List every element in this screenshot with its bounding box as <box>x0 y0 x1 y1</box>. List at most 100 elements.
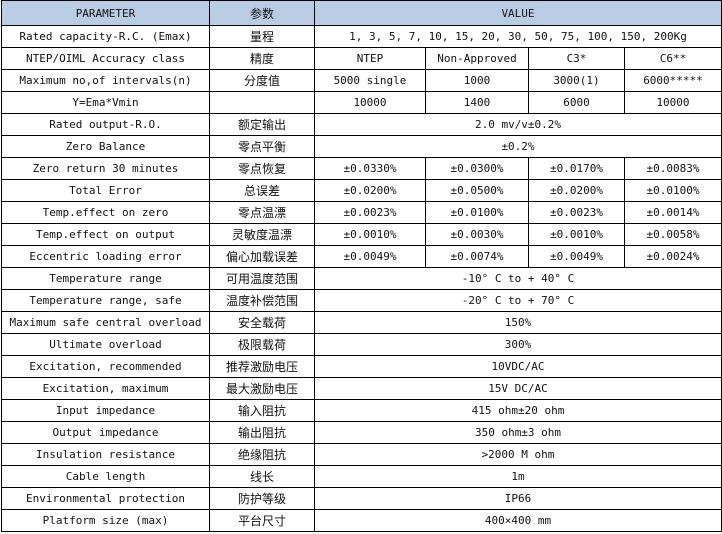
value-cell: ±0.0074% <box>425 245 529 268</box>
param-cell: Temp.effect on output <box>1 223 210 246</box>
value-cell: 10000 <box>314 91 426 114</box>
value-cell: 6000***** <box>624 69 722 92</box>
param-cell: Excitation, maximum <box>1 377 210 400</box>
table-row: Temp.effect on output 灵敏度温漂 ±0.0010% ±0.003… <box>1 223 722 246</box>
table-row: Input impedance 输入阻抗 415 ohm±20 ohm <box>1 399 722 422</box>
value-cell: >2000 M ohm <box>314 443 722 466</box>
table-row: Temperature range, safe 温度补偿范围 -20° C to +… <box>1 289 722 312</box>
table-row: Rated capacity-R.C. (Emax) 量程 1, 3, 5, 7, … <box>1 25 722 48</box>
value-cell: ±0.0058% <box>624 223 722 246</box>
param-cell: Environmental protection <box>1 487 210 510</box>
value-cell: 15V DC/AC <box>314 377 722 400</box>
value-cell: ±0.0014% <box>624 201 722 224</box>
table-row: Total Error 总误差 ±0.0200% ±0.0500% ±0.0200% ±0… <box>1 179 722 202</box>
value-cell: 1000 <box>425 69 529 92</box>
value-cell: ±0.0100% <box>425 201 529 224</box>
header-value: VALUE <box>314 0 722 26</box>
value-cell: 1400 <box>425 91 529 114</box>
value-cell: ±0.0170% <box>528 157 625 180</box>
chinese-cell: 输入阻抗 <box>209 399 315 422</box>
table-row: Excitation, maximum 最大激励电压 15V DC/AC <box>1 377 722 400</box>
chinese-cell: 分度值 <box>209 69 315 92</box>
param-cell: Output impedance <box>1 421 210 444</box>
table-row: Output impedance 输出阻抗 350 ohm±3 ohm <box>1 421 722 444</box>
value-cell: ±0.0010% <box>314 223 426 246</box>
value-cell: ±0.0023% <box>314 201 426 224</box>
value-cell: 150% <box>314 311 722 334</box>
param-cell: Y=Ema*Vmin <box>1 91 210 114</box>
value-cell: C6** <box>624 47 722 70</box>
chinese-cell: 量程 <box>209 25 315 48</box>
param-cell: Temperature range <box>1 267 210 290</box>
chinese-cell: 绝缘阻抗 <box>209 443 315 466</box>
value-cell: ±0.0200% <box>314 179 426 202</box>
param-cell: Input impedance <box>1 399 210 422</box>
value-cell: ±0.0500% <box>425 179 529 202</box>
chinese-cell: 灵敏度温漂 <box>209 223 315 246</box>
param-cell: Cable length <box>1 465 210 488</box>
value-cell: Non-Approved <box>425 47 529 70</box>
param-cell: Maximum safe central overload <box>1 311 210 334</box>
value-cell: 3000(1) <box>528 69 625 92</box>
value-cell: 415 ohm±20 ohm <box>314 399 722 422</box>
value-cell: 5000 single <box>314 69 426 92</box>
chinese-cell: 可用温度范围 <box>209 267 315 290</box>
param-cell: Insulation resistance <box>1 443 210 466</box>
param-cell: Platform size (max) <box>1 509 210 532</box>
table-row: Maximum safe central overload 安全载荷 150% <box>1 311 722 334</box>
table-row: Eccentric loading error 偏心加载误差 ±0.0049% ±0.… <box>1 245 722 268</box>
value-cell: -20° C to + 70° C <box>314 289 722 312</box>
header-chinese: 参数 <box>209 0 315 26</box>
chinese-cell: 安全载荷 <box>209 311 315 334</box>
value-cell: ±0.0300% <box>425 157 529 180</box>
value-cell: 2.0 mv/v±0.2% <box>314 113 722 136</box>
param-cell: Maximum no,of intervals(n) <box>1 69 210 92</box>
chinese-cell: 零点平衡 <box>209 135 315 158</box>
chinese-cell: 零点恢复 <box>209 157 315 180</box>
value-cell: ±0.0024% <box>624 245 722 268</box>
param-cell: Total Error <box>1 179 210 202</box>
table-row: Platform size (max) 平台尺寸 400×400 mm <box>1 509 722 532</box>
value-cell: 1, 3, 5, 7, 10, 15, 20, 30, 50, 75, 100,… <box>314 25 722 48</box>
table-row: Y=Ema*Vmin 10000 1400 6000 10000 <box>1 91 722 114</box>
chinese-cell: 线长 <box>209 465 315 488</box>
chinese-cell: 温度补偿范围 <box>209 289 315 312</box>
value-cell: ±0.0083% <box>624 157 722 180</box>
value-cell: 400×400 mm <box>314 509 722 532</box>
table-row: Excitation, recommended 推荐激励电压 10VDC/AC <box>1 355 722 378</box>
chinese-cell: 平台尺寸 <box>209 509 315 532</box>
chinese-cell: 输出阻抗 <box>209 421 315 444</box>
table-row: Cable length 线长 1m <box>1 465 722 488</box>
chinese-cell: 防护等级 <box>209 487 315 510</box>
value-cell: 10000 <box>624 91 722 114</box>
value-cell: ±0.0049% <box>528 245 625 268</box>
chinese-cell: 额定输出 <box>209 113 315 136</box>
table-row: Zero return 30 minutes 零点恢复 ±0.0330% ±0.030… <box>1 157 722 180</box>
chinese-cell: 总误差 <box>209 179 315 202</box>
value-cell: ±0.0049% <box>314 245 426 268</box>
table-row: Environmental protection 防护等级 IP66 <box>1 487 722 510</box>
table-row: Maximum no,of intervals(n) 分度值 5000 single… <box>1 69 722 92</box>
table-row: Zero Balance 零点平衡 ±0.2% <box>1 135 722 158</box>
param-cell: NTEP/OIML Accuracy class <box>1 47 210 70</box>
value-cell: IP66 <box>314 487 722 510</box>
value-cell: 1m <box>314 465 722 488</box>
chinese-cell: 偏心加载误差 <box>209 245 315 268</box>
value-cell: ±0.0023% <box>528 201 625 224</box>
param-cell: Rated capacity-R.C. (Emax) <box>1 25 210 48</box>
value-cell: ±0.2% <box>314 135 722 158</box>
table-row: Insulation resistance 绝缘阻抗 >2000 M ohm <box>1 443 722 466</box>
table-row: NTEP/OIML Accuracy class 精度 NTEP Non-Approv… <box>1 47 722 70</box>
value-cell: -10° C to + 40° C <box>314 267 722 290</box>
header-parameter: PARAMETER <box>1 0 210 26</box>
value-cell: ±0.0330% <box>314 157 426 180</box>
chinese-cell: 最大激励电压 <box>209 377 315 400</box>
chinese-cell: 推荐激励电压 <box>209 355 315 378</box>
chinese-cell <box>209 91 315 114</box>
param-cell: Zero return 30 minutes <box>1 157 210 180</box>
value-cell: 300% <box>314 333 722 356</box>
table-row: Ultimate overload 极限载荷 300% <box>1 333 722 356</box>
chinese-cell: 精度 <box>209 47 315 70</box>
value-cell: 6000 <box>528 91 625 114</box>
